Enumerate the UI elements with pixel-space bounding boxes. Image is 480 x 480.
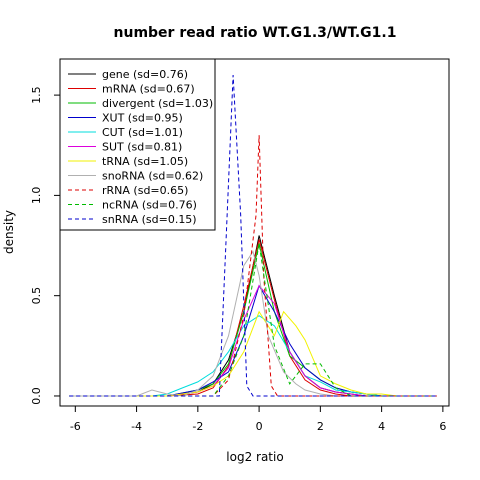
x-tick-label: 4	[378, 420, 385, 433]
legend-label-10: snRNA (sd=0.15)	[102, 213, 197, 226]
series-line-1	[69, 239, 437, 397]
series-layer	[69, 74, 437, 397]
plot-frame	[59, 58, 450, 407]
x-axis: -6 -4 -2 0 2 4 6	[70, 406, 446, 433]
legend: gene (sd=0.76) mRNA (sd=0.67)divergent (s…	[59, 58, 216, 231]
series-line-0	[69, 235, 437, 397]
x-axis-label: log2 ratio	[226, 450, 283, 464]
series-line-10	[69, 74, 437, 397]
series-line-6	[69, 310, 437, 397]
chart-title: number read ratio WT.G1.3/WT.G1.1	[114, 25, 397, 41]
series-line-4	[69, 315, 437, 397]
y-tick-label: 0.0	[30, 387, 43, 405]
y-axis-label: density	[2, 210, 16, 254]
legend-label-9: ncRNA (sd=0.76)	[102, 199, 197, 212]
legend-label-1: mRNA (sd=0.67)	[102, 83, 195, 96]
x-tick-label: -6	[70, 420, 81, 433]
legend-box	[59, 58, 216, 231]
y-tick-label: 1.0	[30, 187, 43, 205]
legend-label-7: snoRNA (sd=0.62)	[102, 170, 203, 183]
legend-label-8: rRNA (sd=0.65)	[102, 184, 188, 197]
x-tick-label: 2	[317, 420, 324, 433]
series-line-7	[69, 250, 437, 397]
legend-label-2: divergent (sd=1.03)	[102, 97, 213, 110]
series-line-5	[69, 284, 437, 397]
series-line-8	[69, 135, 437, 397]
legend-label-0: gene (sd=0.76)	[102, 68, 188, 81]
x-tick-label: 6	[439, 420, 446, 433]
y-axis: 0.0 0.5 1.0 1.5	[30, 86, 60, 405]
legend-label-6: tRNA (sd=1.05)	[102, 155, 188, 168]
x-tick-label: -4	[131, 420, 142, 433]
legend-label-4: CUT (sd=1.01)	[102, 126, 183, 139]
legend-label-5: SUT (sd=0.81)	[102, 141, 182, 154]
y-tick-label: 1.5	[30, 86, 43, 104]
series-line-9	[69, 243, 437, 397]
x-tick-label: 0	[256, 420, 263, 433]
y-tick-label: 0.5	[30, 287, 43, 305]
legend-label-3: XUT (sd=0.95)	[102, 112, 183, 125]
x-tick-label: -2	[192, 420, 203, 433]
series-line-3	[69, 284, 437, 397]
